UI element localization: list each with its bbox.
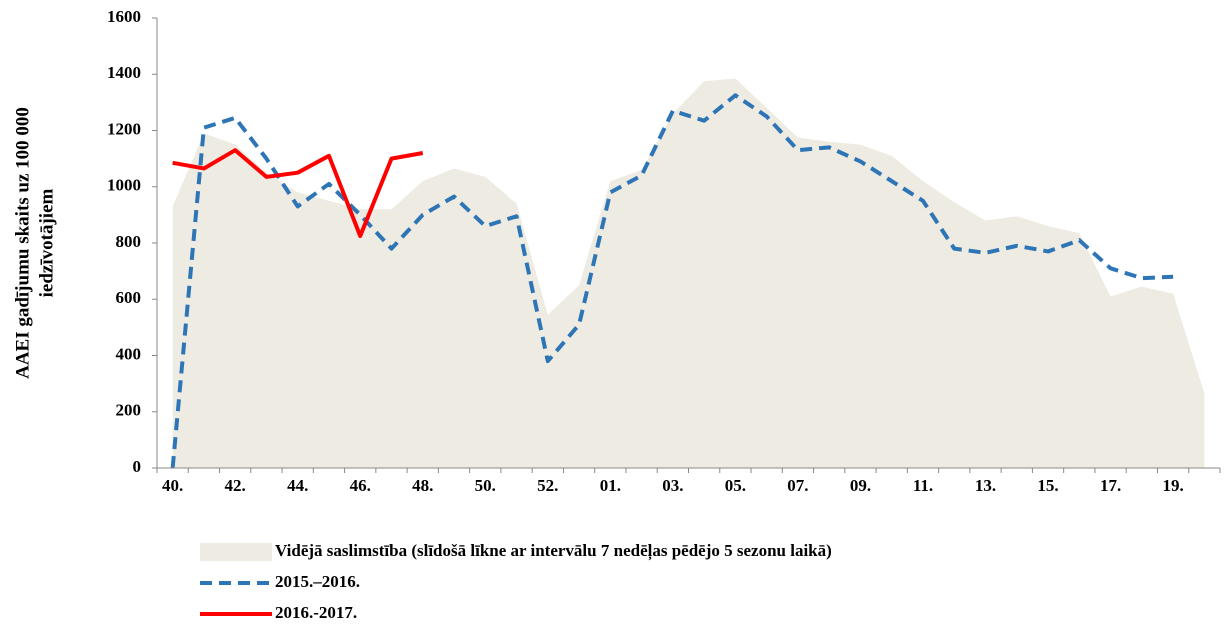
y-tick-label: 1400 (107, 63, 141, 82)
x-tick-label: 17. (1100, 476, 1121, 495)
legend-label: Vidējā saslimstība (slīdošā līkne ar int… (275, 541, 832, 561)
x-tick-label: 40. (162, 476, 183, 495)
y-tick-label: 1600 (107, 7, 141, 26)
legend-label: 2016.-2017. (275, 603, 357, 622)
x-tick-label: 01. (600, 476, 621, 495)
x-tick-label: 19. (1162, 476, 1183, 495)
legend-swatch (200, 543, 272, 561)
x-tick-label: 42. (225, 476, 246, 495)
x-tick-label: 50. (475, 476, 496, 495)
y-tick-label: 1000 (107, 176, 141, 195)
y-tick-label: 800 (116, 232, 142, 251)
legend-label: 2015.–2016. (275, 572, 360, 591)
y-axis-label: iedzīvotājiem (36, 188, 57, 297)
x-tick-label: 52. (537, 476, 558, 495)
x-tick-label: 05. (725, 476, 746, 495)
area (172, 78, 1205, 468)
x-tick-label: 44. (287, 476, 308, 495)
x-tick-label: 11. (913, 476, 933, 495)
x-tick-label: 48. (412, 476, 433, 495)
y-tick-label: 1200 (107, 119, 141, 138)
y-tick-label: 400 (116, 344, 142, 363)
x-tick-label: 15. (1037, 476, 1058, 495)
line (170, 93, 1174, 469)
x-tick-label: 07. (787, 476, 808, 495)
y-tick-label: 0 (133, 457, 142, 476)
x-tick-label: 13. (975, 476, 996, 495)
line (172, 148, 424, 238)
x-tick-label: 46. (350, 476, 371, 495)
x-tick-label: 03. (662, 476, 683, 495)
y-axis-label: AAEI gadījumu skaits uz 100 000 (12, 107, 33, 379)
y-tick-label: 600 (116, 288, 142, 307)
y-tick-label: 200 (116, 401, 142, 420)
x-tick-label: 09. (850, 476, 871, 495)
